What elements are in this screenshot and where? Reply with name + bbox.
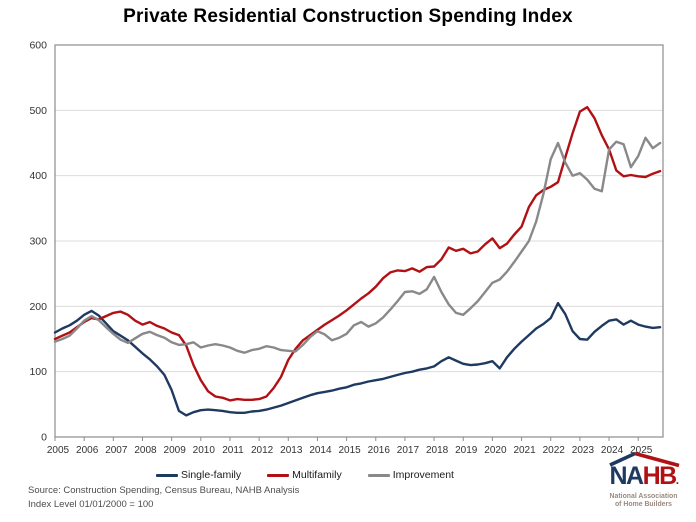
x-axis-tick-label: 2015 <box>338 445 361 456</box>
x-axis-tick-label: 2016 <box>368 445 391 456</box>
y-axis-tick-label: 500 <box>29 105 47 117</box>
series-line-single-family <box>53 301 662 417</box>
logo-dot: . <box>675 473 679 487</box>
x-axis-tick-label: 2018 <box>426 445 449 456</box>
x-axis-tick-label: 2006 <box>76 445 99 456</box>
source-line-2: Index Level 01/01/2000 = 100 <box>28 498 154 510</box>
x-axis-tick-label: 2014 <box>309 445 332 456</box>
y-axis-tick-label: 400 <box>29 170 47 182</box>
improvement-line-swatch-icon <box>367 473 390 477</box>
y-axis-tick-label: 200 <box>29 301 47 313</box>
logo-wordmark: NAHB. ★ <box>609 462 679 492</box>
legend-label: Single-family <box>181 469 242 481</box>
series-line-improvement <box>53 136 662 354</box>
page-title: Private Residential Construction Spendin… <box>123 6 573 27</box>
logo-subtext: National Association of Home Builders <box>594 493 693 509</box>
x-axis-tick-label: 2021 <box>513 445 536 456</box>
x-axis-tick-label: 2019 <box>455 445 478 456</box>
multifamily-line-swatch-icon <box>267 473 290 477</box>
plot-border <box>54 44 664 438</box>
legend-label: Multifamily <box>292 469 342 481</box>
legend-item-single-family: Single-family <box>156 469 241 481</box>
source-note: Source: Construction Spending, Census Bu… <box>28 484 299 511</box>
x-axis-tick-label: 2005 <box>47 445 70 456</box>
x-axis-tick-label: 2010 <box>193 445 216 456</box>
x-axis-tick-label: 2020 <box>484 445 507 456</box>
logo-na: NA <box>609 462 644 490</box>
chart-legend: Single-family Multifamily Improvement <box>0 469 610 481</box>
nahb-logo: NAHB. ★ National Association of Home Bui… <box>594 450 693 509</box>
spending-index-chart: 0 100 200 300 400 500 600 2005 2006 2007 2008 2009 2… <box>29 40 664 456</box>
y-axis-tick-label: 100 <box>29 366 47 378</box>
x-axis-tick-label: 2009 <box>164 445 187 456</box>
source-line-1: Source: Construction Spending, Census Bu… <box>28 485 300 496</box>
x-axis-tick-label: 2007 <box>105 445 128 456</box>
x-axis-tick-label: 2012 <box>251 445 274 456</box>
legend-item-improvement: Improvement <box>367 469 454 481</box>
x-axis-tick-label: 2008 <box>134 445 157 456</box>
y-axis-tick-label: 300 <box>29 236 47 248</box>
x-axis-tick-label: 2024 <box>601 445 624 456</box>
x-axis-tick-label: 2013 <box>280 445 303 456</box>
logo-subtext-line2: of Home Builders <box>614 501 673 508</box>
logo-hb: HB <box>642 462 678 490</box>
logo-subtext-line1: National Association <box>609 493 678 500</box>
legend-label: Improvement <box>392 469 454 481</box>
x-axis-tick-label: 2017 <box>397 445 420 456</box>
x-axis-tick-label: 2011 <box>222 445 244 456</box>
y-axis-tick-label: 0 <box>41 432 47 444</box>
single-family-line-swatch-icon <box>156 473 178 477</box>
series-line-multifamily <box>53 105 662 402</box>
x-axis-tick-label: 2022 <box>543 445 566 456</box>
legend-item-multifamily: Multifamily <box>267 469 342 481</box>
roof-icon <box>608 451 679 467</box>
y-axis-tick-label: 600 <box>29 40 47 52</box>
x-axis-tick-label: 2025 <box>630 445 653 456</box>
star-icon: ★ <box>630 480 637 489</box>
x-axis-tick-label: 2023 <box>572 445 595 456</box>
